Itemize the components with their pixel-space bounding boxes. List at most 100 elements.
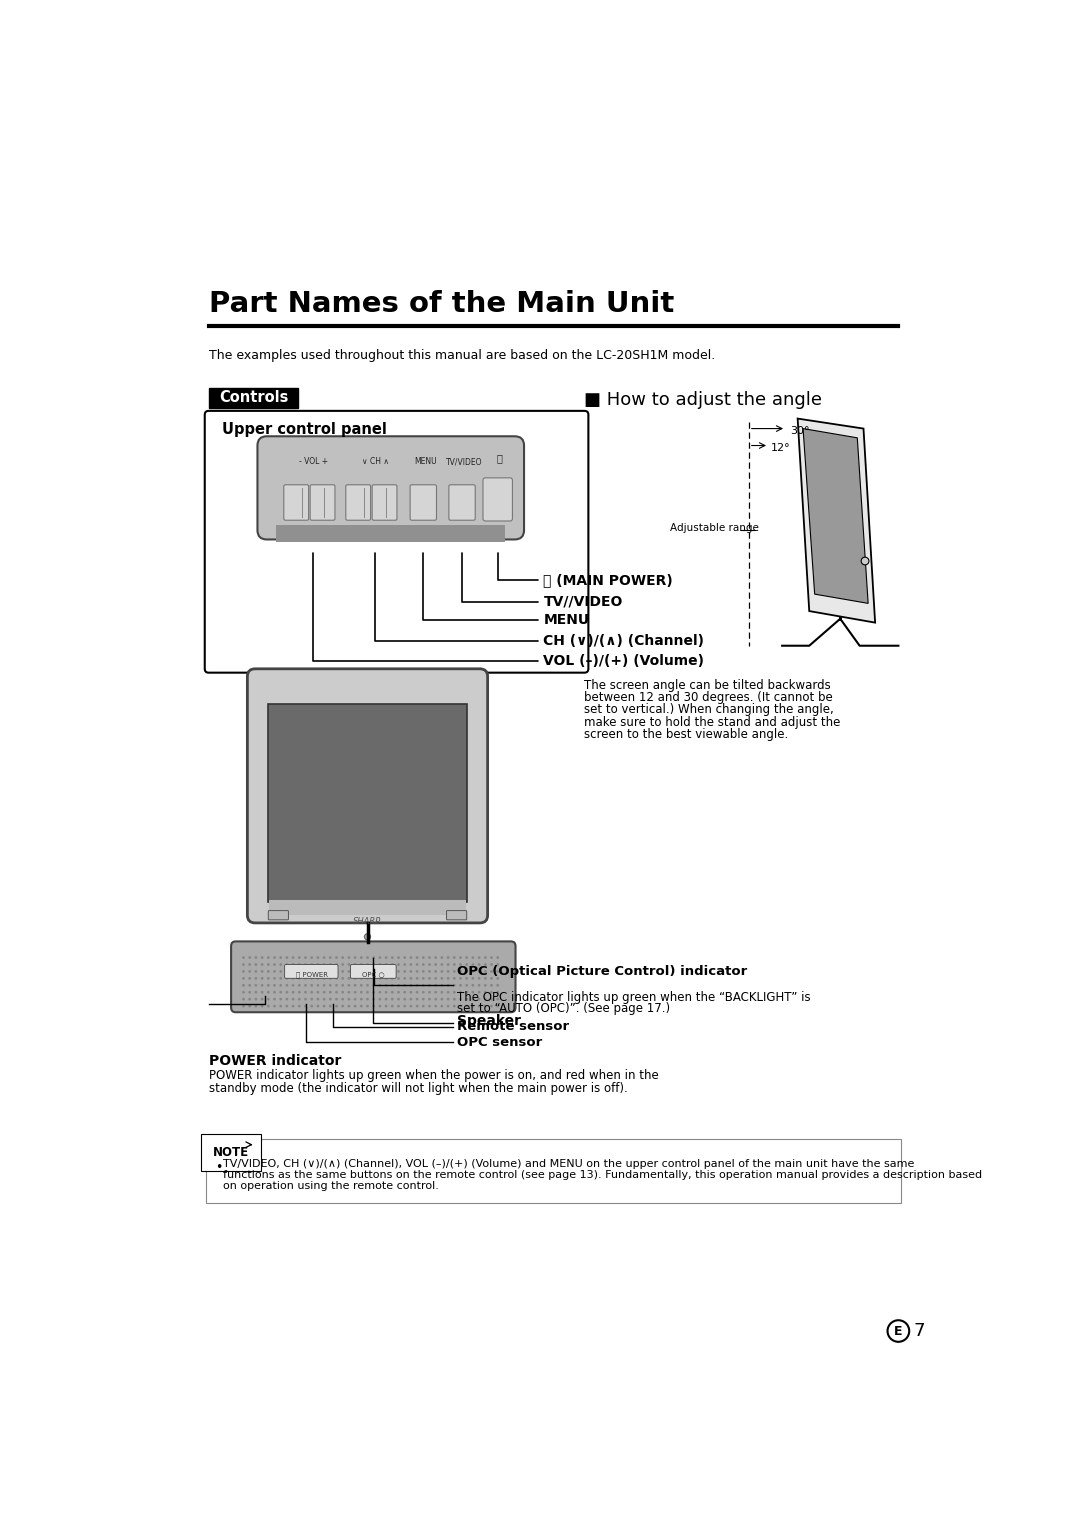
Circle shape xyxy=(373,991,375,994)
Circle shape xyxy=(360,991,363,994)
Circle shape xyxy=(409,963,413,966)
Circle shape xyxy=(477,984,481,986)
FancyBboxPatch shape xyxy=(205,410,589,672)
FancyBboxPatch shape xyxy=(410,485,436,521)
Circle shape xyxy=(416,977,418,980)
Circle shape xyxy=(310,971,313,972)
FancyBboxPatch shape xyxy=(247,669,488,923)
Circle shape xyxy=(285,1004,288,1007)
Circle shape xyxy=(354,998,356,1001)
Circle shape xyxy=(285,977,288,980)
Circle shape xyxy=(348,977,350,980)
Circle shape xyxy=(255,991,257,994)
Circle shape xyxy=(447,977,449,980)
Circle shape xyxy=(428,984,431,986)
Circle shape xyxy=(397,991,400,994)
Text: TV/VIDEO: TV/VIDEO xyxy=(446,458,483,465)
Circle shape xyxy=(280,971,282,972)
Circle shape xyxy=(323,984,325,986)
Circle shape xyxy=(323,998,325,1001)
Text: on operation using the remote control.: on operation using the remote control. xyxy=(224,1180,440,1191)
FancyBboxPatch shape xyxy=(257,436,524,539)
Circle shape xyxy=(285,971,288,972)
Circle shape xyxy=(273,998,275,1001)
Circle shape xyxy=(360,984,363,986)
Circle shape xyxy=(242,977,245,980)
Circle shape xyxy=(472,991,474,994)
Circle shape xyxy=(292,971,295,972)
Circle shape xyxy=(329,963,332,966)
Circle shape xyxy=(335,998,338,1001)
Circle shape xyxy=(409,998,413,1001)
Circle shape xyxy=(416,957,418,958)
Circle shape xyxy=(465,963,468,966)
Circle shape xyxy=(260,984,264,986)
Circle shape xyxy=(348,957,350,958)
Circle shape xyxy=(373,971,375,972)
Circle shape xyxy=(422,957,424,958)
Circle shape xyxy=(348,971,350,972)
Circle shape xyxy=(384,963,388,966)
Circle shape xyxy=(409,977,413,980)
Circle shape xyxy=(484,984,487,986)
Circle shape xyxy=(298,971,300,972)
Circle shape xyxy=(378,998,381,1001)
Circle shape xyxy=(348,998,350,1001)
Text: TV//VIDEO: TV//VIDEO xyxy=(543,596,623,609)
Circle shape xyxy=(348,984,350,986)
Circle shape xyxy=(422,984,424,986)
Circle shape xyxy=(416,991,418,994)
Circle shape xyxy=(260,1004,264,1007)
Circle shape xyxy=(323,977,325,980)
Circle shape xyxy=(280,1004,282,1007)
Circle shape xyxy=(490,1004,492,1007)
Text: 12°: 12° xyxy=(770,442,791,453)
Circle shape xyxy=(255,963,257,966)
Text: OPC (Optical Picture Control) indicator: OPC (Optical Picture Control) indicator xyxy=(457,966,747,978)
Circle shape xyxy=(465,971,468,972)
Circle shape xyxy=(373,957,375,958)
Circle shape xyxy=(366,971,369,972)
Circle shape xyxy=(248,998,251,1001)
Circle shape xyxy=(490,998,492,1001)
Circle shape xyxy=(403,957,406,958)
Text: Speaker: Speaker xyxy=(457,1015,521,1029)
Circle shape xyxy=(280,977,282,980)
Circle shape xyxy=(441,991,443,994)
Text: TV/VIDEO, CH (∨)/(∧) (Channel), VOL (–)/(+) (Volume) and MENU on the upper contr: TV/VIDEO, CH (∨)/(∧) (Channel), VOL (–)/… xyxy=(224,1159,915,1170)
Circle shape xyxy=(273,971,275,972)
Circle shape xyxy=(490,971,492,972)
Circle shape xyxy=(341,998,345,1001)
Circle shape xyxy=(378,963,381,966)
Circle shape xyxy=(459,984,462,986)
Polygon shape xyxy=(804,429,868,603)
Circle shape xyxy=(273,977,275,980)
Circle shape xyxy=(422,977,424,980)
Circle shape xyxy=(422,998,424,1001)
Circle shape xyxy=(316,977,320,980)
Circle shape xyxy=(490,977,492,980)
Text: SHARP: SHARP xyxy=(353,917,381,926)
Circle shape xyxy=(447,998,449,1001)
FancyBboxPatch shape xyxy=(449,485,475,521)
Circle shape xyxy=(465,977,468,980)
Circle shape xyxy=(267,984,270,986)
Circle shape xyxy=(391,984,394,986)
Circle shape xyxy=(348,963,350,966)
Circle shape xyxy=(354,963,356,966)
Circle shape xyxy=(354,971,356,972)
Circle shape xyxy=(329,1004,332,1007)
Circle shape xyxy=(403,991,406,994)
Text: The examples used throughout this manual are based on the LC-20SH1M model.: The examples used throughout this manual… xyxy=(208,349,715,363)
Circle shape xyxy=(434,977,437,980)
Circle shape xyxy=(434,991,437,994)
Circle shape xyxy=(285,998,288,1001)
Circle shape xyxy=(373,963,375,966)
Circle shape xyxy=(477,998,481,1001)
Circle shape xyxy=(292,991,295,994)
Circle shape xyxy=(403,998,406,1001)
Text: MENU: MENU xyxy=(543,614,590,628)
Circle shape xyxy=(422,991,424,994)
Circle shape xyxy=(305,963,307,966)
Circle shape xyxy=(366,957,369,958)
